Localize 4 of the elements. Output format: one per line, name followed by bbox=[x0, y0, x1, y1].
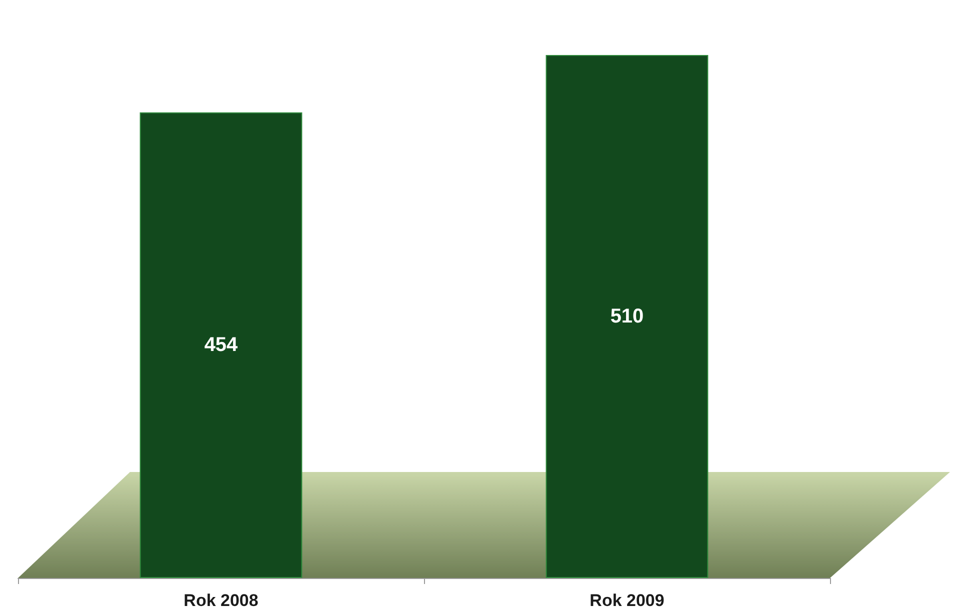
data-label: 510 bbox=[610, 306, 644, 328]
data-label: 454 bbox=[204, 334, 239, 356]
x-tick-label: Rok 2009 bbox=[590, 591, 664, 610]
x-tick-label: Rok 2008 bbox=[184, 591, 258, 610]
